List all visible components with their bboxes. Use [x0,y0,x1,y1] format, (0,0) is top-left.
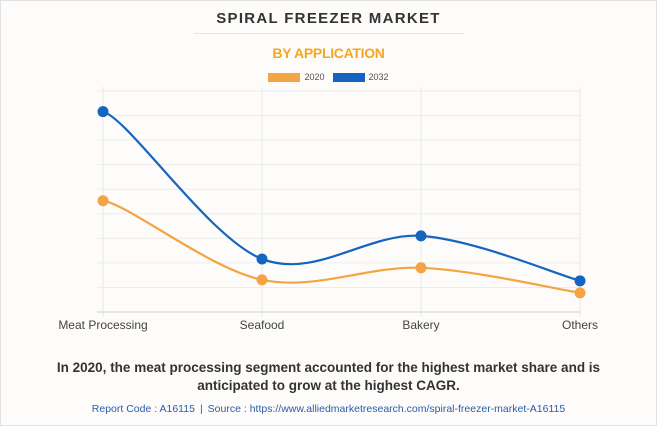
report-code: Report Code : A16115 [91,403,195,415]
source-link[interactable]: Source : https://www.alliedmarketresearc… [207,403,566,415]
chart-title: SPIRAL FREEZER MARKET [216,10,441,27]
x-tick-label: Seafood [240,318,285,332]
x-axis-ticks: Meat Processing Seafood Bakery Others [58,318,598,332]
footer-separator: | [199,403,203,415]
footer: Report Code : A16115 | Source : https://ww… [0,403,657,415]
legend: 2020 2032 [0,72,657,82]
data-point-2020-meat-processing[interactable] [97,195,109,207]
series-lines [102,110,581,294]
data-point-2020-seafood[interactable] [256,274,268,286]
legend-swatch-2020 [268,72,301,82]
legend-swatch-2032 [332,72,365,82]
data-point-2020-others[interactable] [574,287,586,299]
series-points [97,106,586,299]
legend-item-2032[interactable]: 2032 [332,72,389,82]
chart-caption: In 2020, the meat processing segment acc… [56,360,601,393]
x-tick-label: Bakery [402,318,439,332]
x-tick-label: Others [562,318,598,332]
series-line-2032 [102,110,581,282]
legend-item-2020[interactable]: 2020 [268,72,325,82]
gridlines [97,87,581,317]
legend-label-2020: 2020 [304,72,325,82]
data-point-2032-bakery[interactable] [415,230,427,242]
chart-subtitle: BY APPLICATION [272,45,385,61]
data-point-2032-meat-processing[interactable] [97,106,109,118]
legend-label-2032: 2032 [368,72,389,82]
x-tick-label: Meat Processing [58,318,147,332]
series-line-2020 [102,199,581,294]
data-point-2032-seafood[interactable] [256,253,268,265]
title-divider [194,33,464,34]
data-point-2032-others[interactable] [574,275,586,287]
data-point-2020-bakery[interactable] [415,262,427,274]
